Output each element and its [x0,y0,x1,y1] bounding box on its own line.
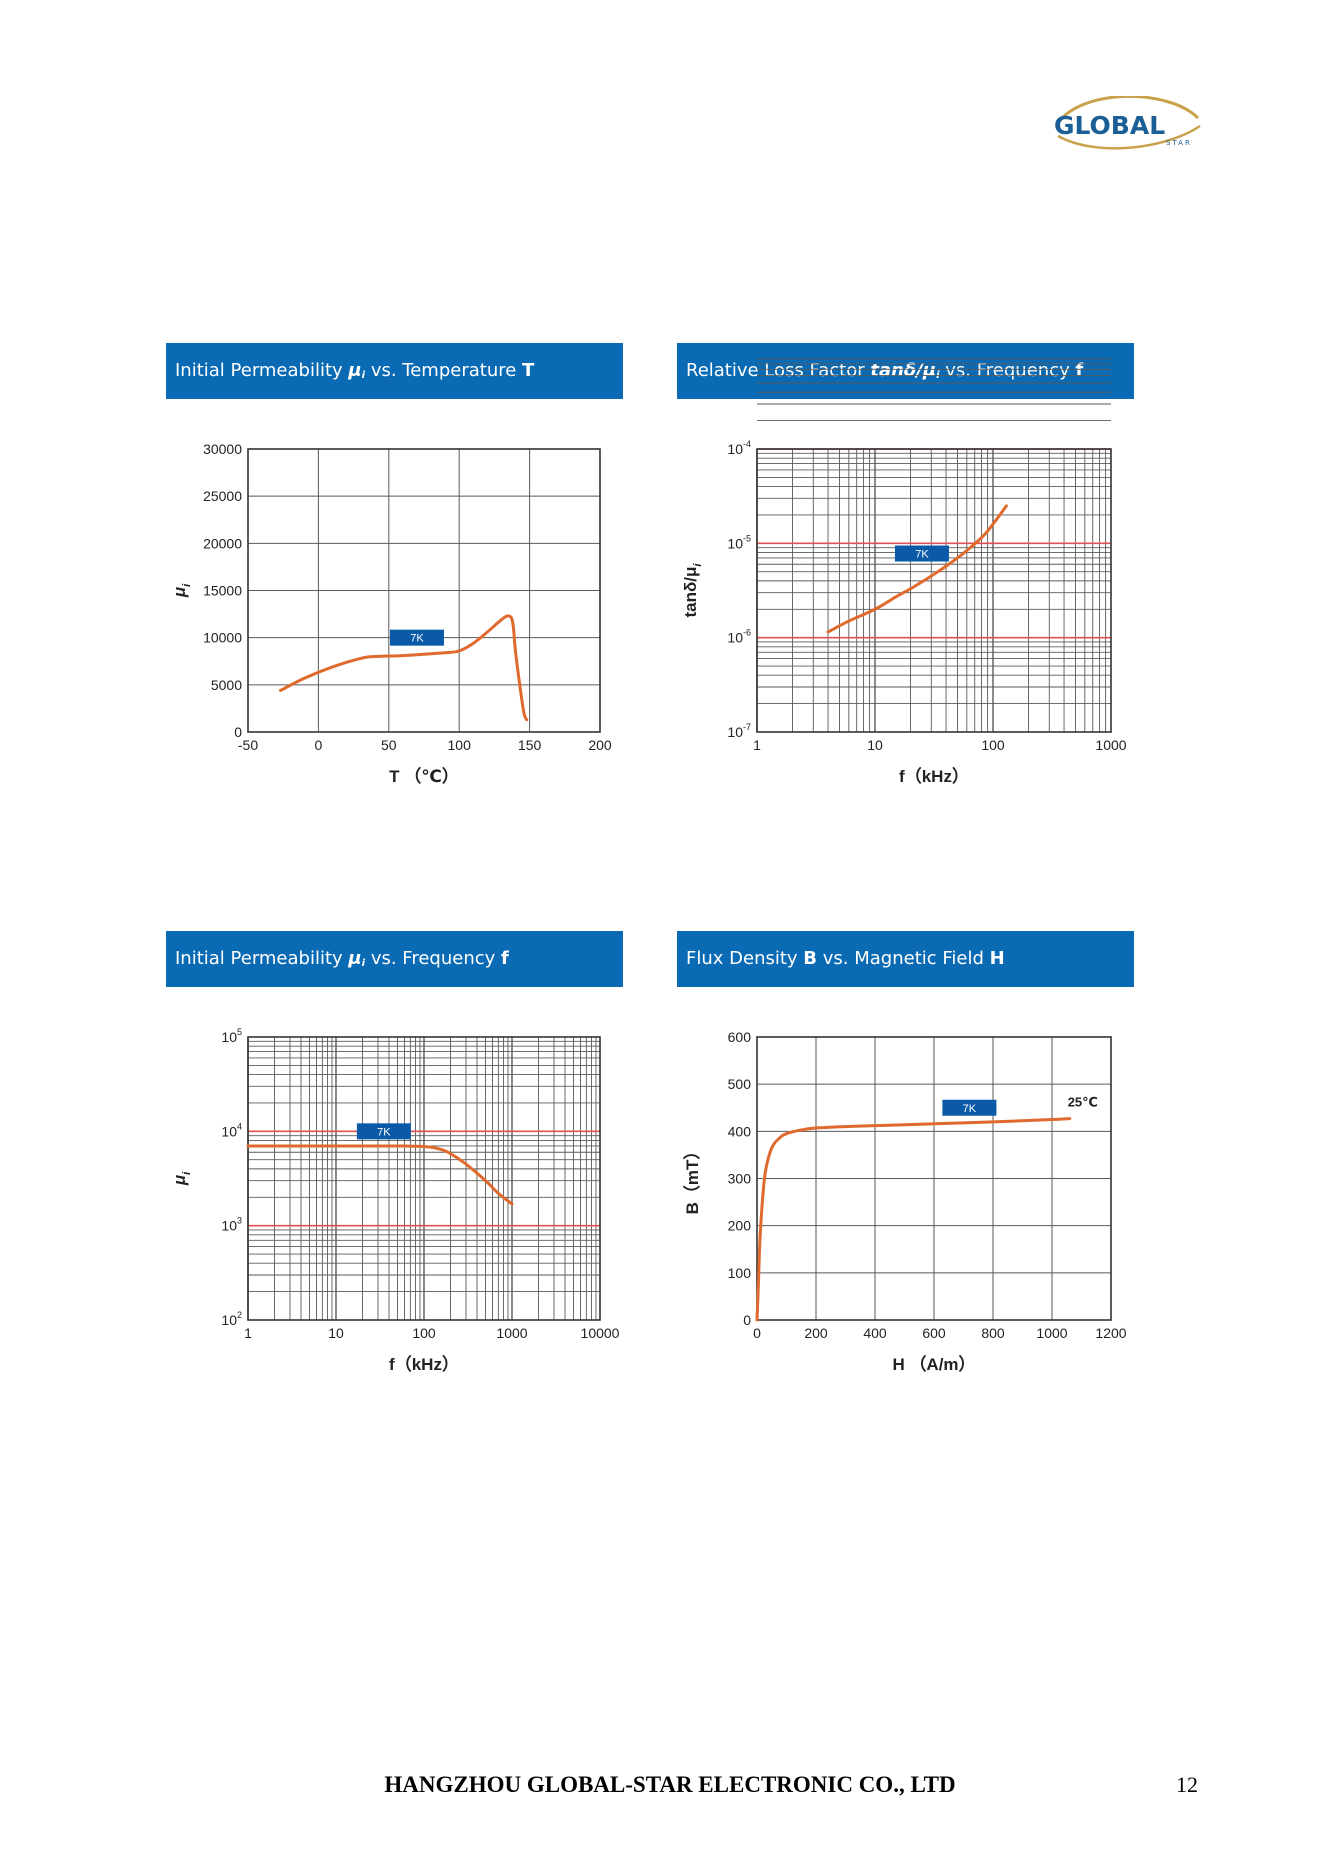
x-tick-label: 1 [244,1325,252,1341]
chart-header-3: Initial Permeability μi vs. Frequency f [166,931,623,987]
y-axis-label: B（mT） [682,1143,702,1215]
series-line [278,614,529,722]
x-tick-label: 800 [981,1325,1005,1341]
logo-brand: GLOBAL [1054,111,1165,140]
y-tick-label: 10-6 [727,628,751,646]
chart-1: -50 0 50 100 150 2000500010000150002000025000… [170,441,612,786]
x-tick-label: 1200 [1095,1325,1126,1341]
y-tick-label: 200 [728,1218,752,1234]
footer-company-name: HANGZHOU GLOBAL-STAR ELECTRONIC CO., LTD [384,1772,956,1797]
chart-header-1: Initial Permeability μi vs. Temperature … [166,343,623,399]
y-tick-label: 10000 [203,630,242,646]
x-tick-label: -50 [238,737,258,753]
company-logo: GLOBAL STAR [1054,96,1201,150]
x-tick-label: 50 [381,737,397,753]
plot-frame [756,448,1112,733]
x-tick-label: 1000 [496,1325,527,1341]
y-tick-label: 5000 [211,677,242,693]
x-tick-label: 10 [867,737,883,753]
series-line [755,1117,1072,1322]
chart-header-4: Flux Density B vs. Magnetic Field H [677,931,1134,987]
x-tick-label: 0 [315,737,323,753]
x-tick-label: 10000 [581,1325,620,1341]
x-tick-label: 0 [753,1325,761,1341]
x-tick-label: 400 [863,1325,887,1341]
y-tick-label: 102 [221,1310,242,1328]
x-tick-label: 100 [412,1325,436,1341]
page-number: 12 [1176,1772,1198,1797]
x-tick-label: 1 [753,737,761,753]
chart-2: 1 10 100 1000 10-7 10-6 10-5 10-4 f（kHz） tanδ/μi 7… [681,358,1127,786]
x-tick-label: 150 [518,737,542,753]
y-tick-label: 20000 [203,535,242,551]
x-tick-label: 100 [448,737,472,753]
x-tick-label: 200 [804,1325,828,1341]
y-tick-label: 500 [728,1076,752,1092]
y-tick-label: 25000 [203,488,242,504]
y-tick-label: 15000 [203,583,242,599]
x-axis-label: f（kHz） [389,1354,459,1374]
y-tick-label: 600 [728,1029,752,1045]
logo-sub: STAR [1166,139,1192,147]
plot-frame [756,1036,1112,1321]
y-tick-label: 400 [728,1123,752,1139]
y-tick-label: 103 [221,1216,242,1234]
chart-4: 0 200 400 600 800 1000 1200 0 100 200 300 400 500 600… [682,1029,1127,1374]
y-tick-label: 100 [728,1265,752,1281]
y-tick-label: 10-5 [727,533,751,551]
series-line [826,504,1008,634]
series-label-box [942,1099,997,1116]
y-tick-label: 104 [221,1121,242,1139]
series-label-text: 7K [410,633,424,645]
x-tick-label: 200 [588,737,612,753]
chart-3: 1 10 100 1000 10000 102 103 104 105 f（kHz） μi 7K [170,1027,620,1374]
series-label-box [356,1123,411,1140]
y-tick-label: 10-7 [727,722,751,740]
x-axis-label: T （℃） [389,766,459,786]
series-label-box [894,545,949,562]
y-tick-label: 0 [743,1312,751,1328]
series-label-text: 7K [963,1103,977,1115]
series-line [246,1144,514,1206]
x-axis-label: H （A/m） [892,1354,975,1374]
y-axis-label: μi [170,1171,193,1186]
plot-frame [247,1036,601,1321]
y-axis-label: tanδ/μi [681,563,704,618]
y-tick-label: 105 [221,1027,242,1045]
series-label-text: 7K [377,1126,391,1138]
x-tick-label: 1000 [1095,737,1126,753]
y-tick-label: 30000 [203,441,242,457]
x-axis-label: f（kHz） [899,766,969,786]
y-tick-label: 0 [234,724,242,740]
annotation-temperature: 25℃ [1068,1094,1098,1109]
x-tick-label: 100 [981,737,1005,753]
x-tick-label: 600 [922,1325,946,1341]
plot-frame [247,448,601,733]
x-tick-label: 10 [328,1325,344,1341]
series-label-box [389,629,444,646]
y-axis-label: μi [170,583,193,598]
y-tick-label: 10-4 [727,439,751,457]
x-tick-label: 1000 [1036,1325,1067,1341]
chart-header-2: Relative Loss Factor tanδ/μi vs. Frequen… [677,343,1134,399]
series-label-text: 7K [915,549,929,561]
y-tick-label: 300 [728,1171,752,1187]
